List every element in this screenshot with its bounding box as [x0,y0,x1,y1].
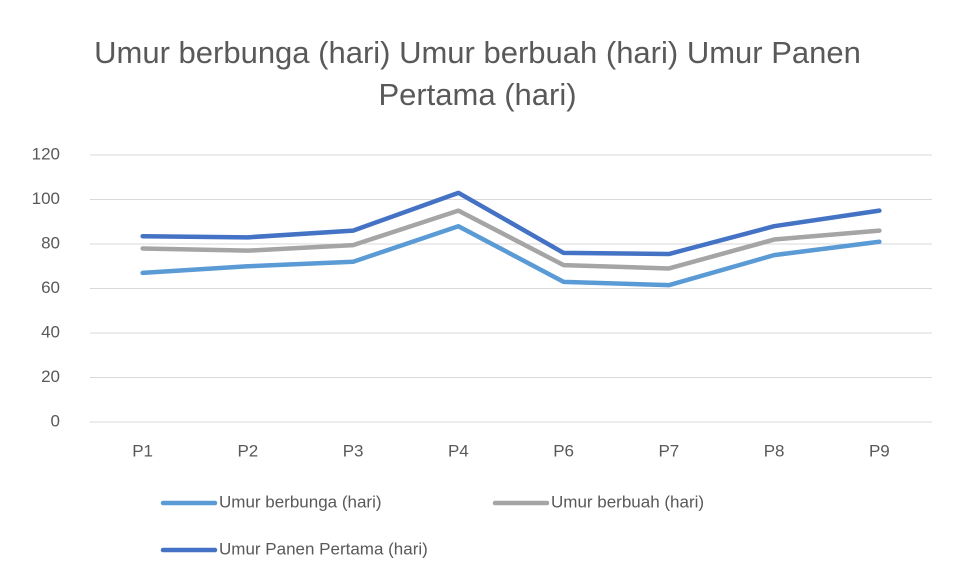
chart-title: Umur berbunga (hari) Umur berbuah (hari)… [94,35,861,112]
y-tick-label: 40 [41,322,60,341]
series-line [140,190,882,257]
legend-label: Umur berbunga (hari) [219,492,382,511]
x-tick-label: P4 [448,441,469,460]
y-tick-label: 80 [41,233,60,252]
x-tick-label: P7 [658,441,679,460]
x-tick-label: P9 [869,441,890,460]
x-tick-label: P3 [343,441,364,460]
legend-label: Umur berbuah (hari) [551,492,704,511]
series-line [140,208,882,271]
y-tick-label: 100 [32,189,60,208]
y-tick-label: 0 [51,411,60,430]
legend-label: Umur Panen Pertama (hari) [219,539,428,558]
x-tick-label: P1 [132,441,153,460]
x-tick-label: P2 [237,441,258,460]
x-tick-label: P8 [764,441,785,460]
y-tick-label: 60 [41,278,60,297]
y-tick-label: 120 [32,144,60,163]
x-tick-label: P6 [553,441,574,460]
y-tick-label: 20 [41,367,60,386]
series-line [140,223,882,288]
